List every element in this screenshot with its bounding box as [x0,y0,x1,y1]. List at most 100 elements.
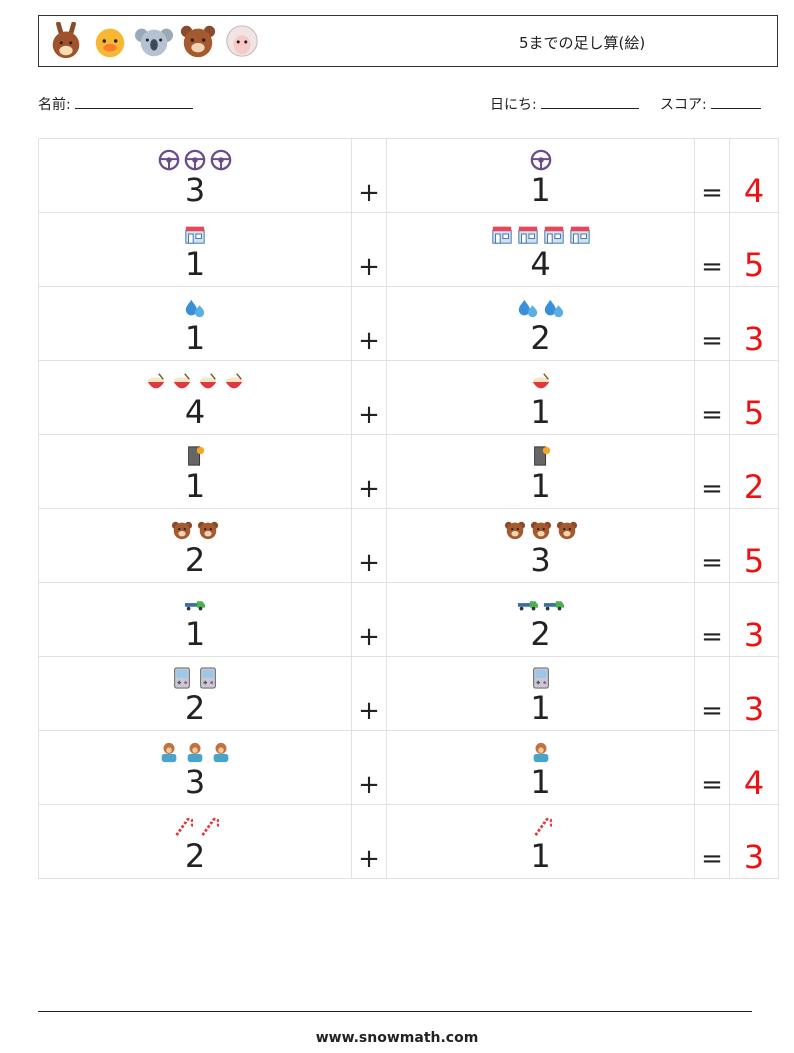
plus-sign: + [358,400,380,430]
worksheet-header: 5までの足し算(絵) [38,15,778,67]
addend-b: 1 [530,393,551,431]
date-label: 日にち: [490,97,537,113]
score-line[interactable] [710,96,761,109]
addend-a-cell: 2 [38,804,352,879]
bear-icon [179,22,217,60]
name-field[interactable]: 名前: [38,94,193,114]
icon-group [387,593,694,619]
plus-sign: + [358,326,380,356]
sheep-icon [223,22,261,60]
addend-a-cell: 1 [38,434,352,509]
icon-group [387,519,694,545]
door-icon [184,445,206,471]
problem-row: 1 +2 = 3 [38,582,779,657]
water-drops-icon [184,297,206,323]
icon-group [387,297,694,323]
rice-bowl-icon [197,371,219,397]
problem-row: 3 +1 = 4 [38,138,779,213]
icon-group [387,741,694,767]
icon-group [39,593,351,619]
answer-value: 3 [743,616,765,654]
problem-row: 1 +2 = 3 [38,286,779,361]
addend-b: 3 [530,541,551,579]
equals-cell: = [694,360,730,435]
addend-a-cell: 1 [38,286,352,361]
icon-group [39,149,351,175]
bunny-icon [47,21,85,60]
door-icon [530,445,552,471]
answer-cell[interactable]: 4 [729,730,779,805]
addend-a-cell: 1 [38,582,352,657]
tow-truck-icon [517,593,539,619]
animal-strip [47,21,261,60]
worksheet-title: 5までの足し算(絵) [519,34,646,52]
plus-cell: + [351,804,387,879]
addend-a: 1 [184,467,206,505]
shop-icon [543,223,565,249]
plus-sign: + [358,178,380,208]
plus-sign: + [358,252,380,282]
plus-sign: + [358,474,380,504]
problem-row: 1 +1 = 2 [38,434,779,509]
answer-value: 5 [743,542,765,580]
score-field[interactable]: スコア: [660,94,761,114]
equals-cell: = [694,730,730,805]
date-field[interactable]: 日にち: [490,94,639,114]
problem-row: 2 +3 = 5 [38,508,779,583]
name-line[interactable] [74,96,193,109]
addend-b: 2 [530,319,551,357]
plus-cell: + [351,508,387,583]
equals-sign: = [701,400,723,430]
addend-b-cell: 1 [386,804,695,879]
answer-cell[interactable]: 3 [729,286,779,361]
game-console-icon [197,667,219,693]
answer-cell[interactable]: 2 [729,434,779,509]
answer-cell[interactable]: 5 [729,360,779,435]
answer-value: 2 [743,468,765,506]
icon-group [387,149,694,175]
steering-wheel-icon [184,149,206,175]
plus-cell: + [351,730,387,805]
date-line[interactable] [540,96,639,109]
candy-cane-icon [197,815,221,841]
plus-cell: + [351,656,387,731]
tow-truck-icon [184,593,206,619]
equals-sign: = [701,844,723,874]
rice-bowl-icon [223,371,245,397]
answer-cell[interactable]: 3 [729,656,779,731]
addend-b-cell: 2 [386,582,695,657]
addend-b: 1 [530,171,551,209]
equals-sign: = [701,770,723,800]
equals-sign: = [701,178,723,208]
score-label: スコア: [660,97,707,113]
answer-value: 3 [743,838,765,876]
water-drops-icon [517,297,539,323]
answer-cell[interactable]: 5 [729,212,779,287]
plus-sign: + [358,548,380,578]
problem-table: 3 +1 = 4 1 +4 = 5 1 +2 = 3 4 +1 = 5 1 +1 = 2 2 +3 = 5 1 +2 = 3 2 +1 = 3… [38,138,779,879]
answer-value: 4 [743,764,765,802]
answer-cell[interactable]: 3 [729,804,779,879]
bear-face-icon [171,519,193,545]
answer-cell[interactable]: 4 [729,138,779,213]
icon-group [387,667,694,693]
person-icon [210,741,232,767]
candy-cane-icon [171,815,195,841]
plus-cell: + [351,582,387,657]
addend-b-cell: 2 [386,286,695,361]
shop-icon [491,223,513,249]
addend-b-cell: 1 [386,138,695,213]
equals-sign: = [701,252,723,282]
steering-wheel-icon [530,149,552,175]
addend-b-cell: 3 [386,508,695,583]
answer-cell[interactable]: 3 [729,582,779,657]
addend-b: 4 [530,245,551,283]
rice-bowl-icon [145,371,167,397]
answer-cell[interactable]: 5 [729,508,779,583]
problem-row: 1 +4 = 5 [38,212,779,287]
problem-row: 4 +1 = 5 [38,360,779,435]
addend-b-cell: 4 [386,212,695,287]
addend-a: 2 [184,837,206,875]
equals-cell: = [694,656,730,731]
icon-group [39,297,351,323]
